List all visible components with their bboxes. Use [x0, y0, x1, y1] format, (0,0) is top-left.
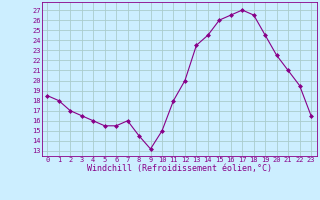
X-axis label: Windchill (Refroidissement éolien,°C): Windchill (Refroidissement éolien,°C) [87, 164, 272, 173]
